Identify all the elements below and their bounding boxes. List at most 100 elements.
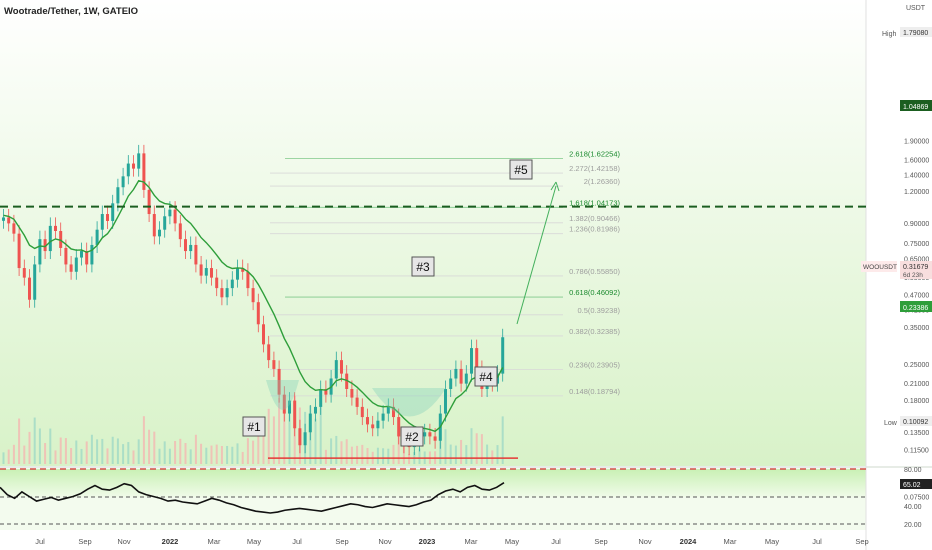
volume-bar xyxy=(75,440,78,464)
volume-bar xyxy=(397,434,400,464)
candle-body xyxy=(215,277,219,289)
volume-bar xyxy=(324,449,327,464)
fib-label: 0.786(0.55850) xyxy=(569,267,620,276)
time-tick-label: May xyxy=(765,537,779,546)
time-tick-label: 2024 xyxy=(680,537,698,546)
price-tick-label: 0.47000 xyxy=(904,292,929,299)
time-tick-label: Nov xyxy=(378,537,392,546)
time-tick-label: Jul xyxy=(812,537,822,546)
annotation-5[interactable]: #5 xyxy=(509,159,533,180)
time-tick-label: Sep xyxy=(78,537,91,546)
high-value: 1.79080 xyxy=(903,30,928,37)
candle-body xyxy=(381,413,385,421)
volume-bar xyxy=(252,440,255,464)
candle-body xyxy=(74,257,78,272)
candle-body xyxy=(111,203,115,221)
candle-body xyxy=(251,288,255,303)
candle-body xyxy=(64,247,68,265)
candle-body xyxy=(355,397,359,407)
fib-label: 0.5(0.39238) xyxy=(577,306,620,315)
candle-body xyxy=(17,233,21,269)
annotation-1[interactable]: #1 xyxy=(242,416,266,437)
volume-bar xyxy=(501,416,504,464)
candle-body xyxy=(267,344,271,361)
volume-bar xyxy=(335,435,338,464)
last-symbol: WOOUSDT xyxy=(863,264,897,271)
candle-body xyxy=(464,373,468,384)
volume-bar xyxy=(340,441,343,464)
volume-bar xyxy=(28,431,31,464)
price-axis[interactable]: USDT 1.90000 1.60000 1.40000 1.20000 0.90000… xyxy=(904,5,929,501)
high-label: High xyxy=(882,31,897,38)
price-tick-label: 1.90000 xyxy=(904,139,929,146)
annotation-4[interactable]: #4 xyxy=(474,366,498,387)
candle-body xyxy=(178,223,182,240)
cup-shape-1 xyxy=(266,380,299,410)
annotation-3[interactable]: #3 xyxy=(411,256,435,277)
candle-body xyxy=(199,264,203,276)
level-price-badge: 1.04869 xyxy=(900,100,932,111)
volume-bar xyxy=(96,439,99,464)
annotation-4-label: #4 xyxy=(479,370,493,384)
time-tick-label: Mar xyxy=(208,537,221,546)
annotation-2[interactable]: #2 xyxy=(400,426,424,447)
candle-body xyxy=(204,268,208,276)
candle-body xyxy=(158,229,161,237)
volume-bar xyxy=(330,438,333,464)
candle-body xyxy=(22,268,26,278)
fib-label: 2(1.26360) xyxy=(584,177,621,186)
fib-label: 2.272(1.42158) xyxy=(569,164,620,173)
candle-body xyxy=(392,406,395,418)
volume-bar xyxy=(116,438,119,464)
candle-body xyxy=(137,153,141,169)
candle-body xyxy=(106,214,109,221)
price-tick-label: 0.90000 xyxy=(904,221,929,228)
last-price-value: 0.31679 xyxy=(903,264,928,271)
low-marker: Low 0.10092 xyxy=(884,416,932,427)
candle-body xyxy=(293,400,297,429)
volume-bar xyxy=(59,437,62,464)
candle-body xyxy=(7,217,11,224)
volume-bar xyxy=(23,445,26,464)
projection-arrowhead xyxy=(550,181,560,192)
candle-body xyxy=(43,239,47,252)
volume-bar xyxy=(366,447,369,464)
volume-bar xyxy=(153,431,156,464)
time-axis[interactable]: Jul Sep Nov 2022 Mar May Jul Sep Nov 2023 Mar May Ju… xyxy=(35,537,868,546)
candle-body xyxy=(116,187,120,204)
time-tick-label: May xyxy=(247,537,261,546)
volume-bar xyxy=(90,434,93,464)
volume-bar xyxy=(470,428,473,464)
time-tick-label: Nov xyxy=(638,537,652,546)
volume-bar xyxy=(262,434,265,464)
rsi-value-badge xyxy=(900,479,932,489)
volume-bar xyxy=(356,445,359,464)
candle-body xyxy=(59,230,63,248)
volume-bar xyxy=(444,429,447,464)
volume-bar xyxy=(449,444,452,464)
annotation-2-label: #2 xyxy=(405,430,419,444)
volume-bar xyxy=(226,445,229,464)
volume-bar xyxy=(267,408,270,464)
candle-body xyxy=(444,388,447,414)
volume-bar xyxy=(80,448,83,464)
fib-label: 0.148(0.18794) xyxy=(569,387,620,396)
price-tick-label: 0.25000 xyxy=(904,362,929,369)
candle-body xyxy=(308,413,312,433)
candle-body xyxy=(345,373,349,389)
volume-bar xyxy=(33,417,36,464)
candle-body xyxy=(262,324,265,345)
time-tick-label: Jul xyxy=(35,537,45,546)
candle-body xyxy=(142,153,146,190)
volume-bar xyxy=(314,418,317,464)
time-tick-label: Sep xyxy=(855,537,868,546)
fib-label: 0.618(0.46092) xyxy=(569,288,620,297)
volume-bar xyxy=(179,438,182,464)
rsi-tick-20: 20.00 xyxy=(904,522,922,529)
volume-bar xyxy=(288,411,291,464)
volume-bar xyxy=(12,444,15,464)
time-tick-label: Nov xyxy=(117,537,131,546)
volume-bar xyxy=(44,443,47,464)
candle-body xyxy=(100,214,104,230)
